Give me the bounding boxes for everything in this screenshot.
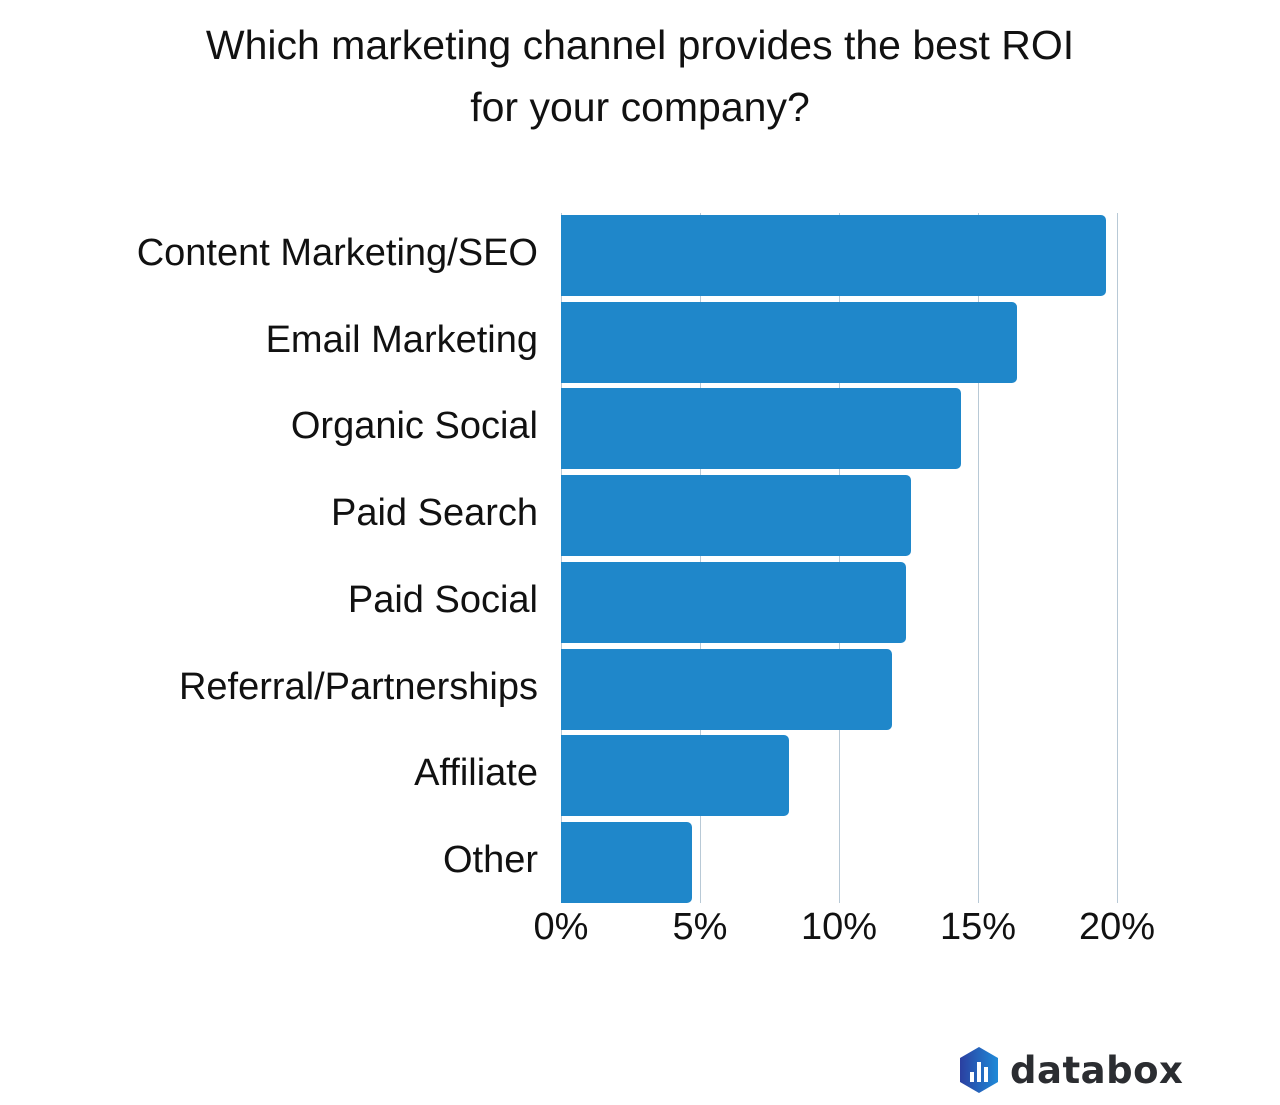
chart-title-line-1: Which marketing channel provides the bes…	[205, 22, 1075, 68]
bar[interactable]	[561, 215, 1106, 296]
databox-logo: databox	[958, 1046, 1183, 1094]
bar[interactable]	[561, 301, 1017, 383]
databox-hexagon-bar-icon	[960, 1047, 998, 1093]
gridline	[1117, 213, 1118, 903]
bar[interactable]	[561, 561, 906, 643]
x-tick-label: 5%	[672, 906, 728, 948]
plot-area	[561, 213, 1118, 903]
x-tick-label: 20%	[1078, 906, 1156, 948]
category-label: Referral/Partnerships	[178, 665, 538, 708]
category-label: Affiliate	[414, 752, 538, 795]
chart-title-line-2: for your company?	[470, 84, 810, 130]
category-label: Paid Search	[330, 492, 538, 535]
category-label: Organic Social	[290, 405, 538, 448]
bar[interactable]	[561, 475, 912, 557]
gridline	[561, 213, 562, 903]
bar[interactable]	[561, 735, 789, 817]
bar[interactable]	[561, 821, 692, 903]
category-label: Content Marketing/SEO	[136, 232, 538, 274]
bar[interactable]	[561, 648, 892, 730]
x-tick-label: 10%	[800, 906, 878, 948]
gridline	[839, 213, 840, 903]
databox-wordmark: databox	[1010, 1048, 1184, 1092]
category-label: Paid Social	[347, 578, 538, 621]
category-label: Email Marketing	[265, 318, 538, 361]
gridline	[978, 213, 979, 903]
x-tick-label: 15%	[939, 906, 1017, 948]
category-label: Other	[442, 838, 538, 881]
gridline	[700, 213, 701, 903]
bar[interactable]	[561, 388, 962, 470]
chart-title: Which marketing channel provides the bes…	[0, 14, 1280, 138]
x-tick-label: 0%	[533, 906, 589, 948]
